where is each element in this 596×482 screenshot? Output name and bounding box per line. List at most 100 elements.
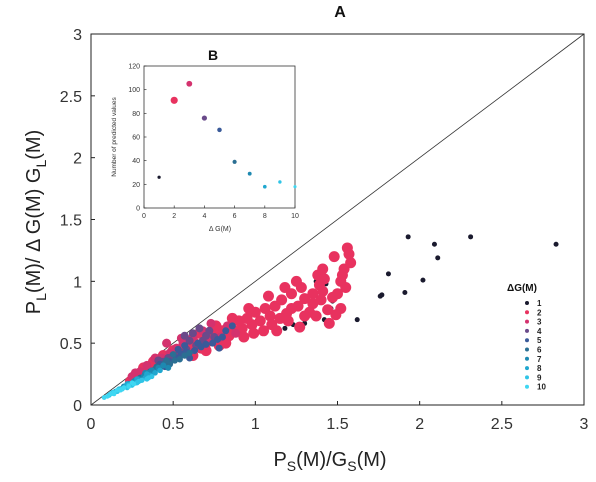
panel-a-point [114, 387, 120, 393]
x-label-main: P [273, 449, 286, 471]
panel-b-points [157, 80, 297, 189]
panel-a-point [136, 378, 142, 385]
panel-a-point [431, 241, 437, 247]
legend-swatch [525, 328, 529, 333]
y-label-sub1: L [33, 293, 49, 301]
x-label-sub1: S [287, 458, 296, 474]
legend-swatch [525, 384, 529, 389]
panel-a-point [163, 357, 170, 364]
y-label-mid: (M)/ Δ G(M) G [23, 168, 45, 294]
panel-b-plot-frame [143, 65, 296, 209]
panel-a-point [258, 325, 270, 337]
panel-a-point [218, 333, 226, 341]
panel-a-point [259, 303, 271, 315]
panel-a-point [238, 331, 250, 343]
panel-b-y-tick-label: 0 [136, 206, 140, 213]
panel-b-x-axis-label: Δ G(M) [209, 226, 231, 233]
panel-a-y-tick-label: 2.5 [60, 89, 82, 106]
panel-a-point [307, 298, 319, 310]
panel-a-point [202, 340, 210, 348]
panel-a-point [340, 282, 352, 294]
panel-a-title: A [334, 4, 346, 21]
panel-a-point [420, 277, 426, 283]
panel-a: A 0 0.5 1 1.5 2 2.5 300.511.522.53 PS(M)/GS(M)… [23, 4, 589, 474]
panel-a-point [111, 391, 117, 397]
panel-a-point [105, 393, 110, 399]
legend-label: 8 [537, 364, 542, 373]
panel-a-point [169, 351, 177, 358]
panel-b-point [186, 80, 193, 87]
panel-a-point [157, 367, 163, 374]
panel-a-point [171, 357, 179, 364]
panel-b-point [247, 171, 252, 176]
legend-swatch [525, 301, 529, 305]
panel-a-point [181, 342, 189, 350]
legend-swatch [525, 366, 529, 371]
panel-b-x-tick-label: 2 [172, 213, 176, 220]
panel-b-point [201, 115, 207, 121]
panel-a-x-tick-label: 3 [580, 416, 589, 433]
panel-b-y-axis-label: Number of predicted values [111, 97, 118, 177]
panel-b-x-tick-label: 4 [202, 213, 206, 220]
panel-a-y-tick-label: 3 [73, 27, 82, 44]
panel-a-point [307, 288, 319, 300]
panel-a-point [126, 384, 132, 389]
panel-a-x-axis-label: PS(M)/GS(M) [273, 449, 386, 474]
legend-label: 7 [537, 355, 542, 364]
y-label-main: P [23, 301, 45, 314]
panel-b-point [232, 159, 237, 164]
panel-a-point [206, 318, 216, 328]
panel-a-ticks: 0 0.5 1 1.5 2 2.5 3 0 0.5 1 1.5 2 2.5 3 [60, 27, 589, 433]
panel-a-point [254, 315, 266, 327]
panel-a-y-tick-label: 0 [73, 398, 82, 415]
panel-a-point [174, 345, 182, 353]
panel-b-x-tick-label: 0 [142, 213, 146, 220]
panel-a-point [231, 328, 241, 338]
panel-a-point [188, 329, 197, 338]
panel-b-y-tick-label: 40 [132, 158, 140, 165]
panel-a-y-tick-label: 1 [73, 274, 82, 291]
panel-a-x-tick-label: 1.5 [326, 416, 348, 433]
panel-a-point [343, 248, 355, 260]
panel-a-point [377, 293, 383, 299]
legend-label: 10 [537, 383, 546, 392]
panel-a-y-axis-label: PL(M)/ Δ G(M) GL(M) [23, 130, 49, 314]
panel-a-point [142, 360, 152, 370]
panel-a-x-tick-label: 2.5 [491, 416, 513, 433]
panel-a-point [553, 241, 559, 247]
panel-a-point [215, 344, 223, 352]
panel-a-point [243, 303, 255, 315]
panel-a-point [205, 326, 214, 335]
panel-b-y-tick-label: 120 [128, 64, 140, 71]
panel-a-point [209, 339, 217, 347]
panel-a-point [323, 317, 335, 329]
legend-label: 5 [537, 336, 542, 345]
panel-a-point [299, 293, 311, 305]
panel-b-point [217, 127, 222, 133]
panel-a-x-tick-label: 1 [251, 416, 260, 433]
panel-a-point [194, 339, 202, 347]
panel-a-point [269, 300, 281, 312]
panel-a-point [181, 352, 188, 359]
legend-swatch [525, 310, 529, 315]
y-label-end: (M) [23, 130, 45, 160]
panel-a-points [101, 234, 559, 400]
panel-b-x-tick-label: 6 [233, 213, 237, 220]
panel-b-point [157, 175, 161, 179]
legend-label: 6 [537, 346, 542, 355]
panel-a-point [310, 310, 322, 322]
legend-title: ΔG(M) [507, 283, 537, 294]
panel-a-point [145, 375, 152, 381]
panel-a-point [222, 327, 230, 335]
y-label-sub2: L [33, 160, 49, 168]
panel-a-point [279, 282, 291, 294]
panel-a-point [191, 347, 199, 355]
legend-label: 2 [537, 308, 542, 317]
legend-label: 9 [537, 373, 542, 382]
panel-a-point [354, 317, 360, 323]
panel-a-point [248, 327, 260, 339]
panel-b-y-tick-label: 100 [128, 87, 140, 94]
